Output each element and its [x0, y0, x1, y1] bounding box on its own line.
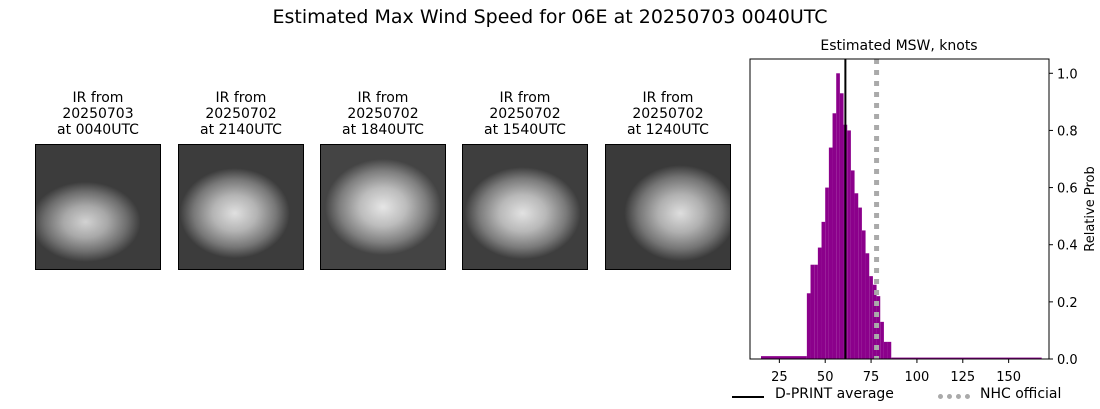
- ir-panel-title: IR from 20250702 at 1240UTC: [605, 90, 731, 144]
- histogram-bar: [891, 357, 1042, 359]
- histogram-bar: [865, 253, 870, 359]
- x-tick-label: 25: [771, 370, 788, 385]
- histogram-bar: [872, 284, 877, 359]
- panel-title-line: at 2140UTC: [200, 122, 282, 138]
- ir-satellite-image: [178, 144, 304, 270]
- histogram-bar: [883, 341, 888, 359]
- histogram-bar: [806, 293, 811, 359]
- panel-title-line: at 1540UTC: [484, 122, 566, 138]
- ir-panel-2: IR from 20250702 at 2140UTC: [178, 90, 304, 270]
- y-tick-label: 1.0: [1057, 67, 1078, 82]
- ir-satellite-image: [462, 144, 588, 270]
- ir-satellite-image: [320, 144, 446, 270]
- x-tick-label: 125: [950, 370, 975, 385]
- histogram-bar: [836, 73, 840, 360]
- histogram-bar: [828, 147, 833, 359]
- ir-panel-title: IR from 20250703 at 0040UTC: [35, 90, 161, 144]
- histogram-bar: [854, 193, 859, 359]
- x-tick-label: 100: [905, 370, 930, 385]
- y-tick-label: 0.6: [1057, 182, 1078, 197]
- panel-title-line: at 1240UTC: [627, 122, 709, 138]
- panel-title-line: 20250702: [205, 106, 277, 122]
- panel-title-line: 20250702: [489, 106, 561, 122]
- ir-panel-1: IR from 20250703 at 0040UTC: [35, 90, 161, 270]
- ir-satellite-image: [35, 144, 161, 270]
- solid-line-swatch: [732, 396, 764, 398]
- histogram-bar: [847, 130, 851, 359]
- x-tick-label: 75: [863, 370, 880, 385]
- histogram-bar: [850, 170, 855, 359]
- panel-title-line: IR from: [215, 90, 267, 106]
- legend-label: D-PRINT average: [775, 386, 894, 402]
- histogram-bar: [761, 356, 807, 359]
- legend-label: NHC official: [980, 386, 1062, 402]
- y-tick-label: 0.4: [1057, 239, 1078, 254]
- panel-title-line: IR from: [642, 90, 694, 106]
- histogram-bar: [869, 276, 873, 359]
- y-tick-label: 0.2: [1057, 296, 1078, 311]
- ir-panel-3: IR from 20250702 at 1840UTC: [320, 90, 446, 270]
- plot-frame: [749, 58, 1050, 360]
- ir-panel-title: IR from 20250702 at 2140UTC: [178, 90, 304, 144]
- figure-title: Estimated Max Wind Speed for 06E at 2025…: [272, 6, 828, 28]
- ir-panel-4: IR from 20250702 at 1540UTC: [462, 90, 588, 270]
- chart-title: Estimated MSW, knots: [820, 38, 977, 54]
- panel-title-line: 20250703: [62, 106, 134, 122]
- histogram-bar: [832, 113, 837, 360]
- y-tick-label: 0.0: [1057, 353, 1078, 368]
- histogram-bar: [839, 93, 844, 360]
- panel-title-line: 20250702: [347, 106, 419, 122]
- ir-panel-title: IR from 20250702 at 1840UTC: [320, 90, 446, 144]
- panel-title-line: IR from: [72, 90, 124, 106]
- x-tick-label: 150: [996, 370, 1021, 385]
- histogram-bar: [880, 321, 884, 359]
- histogram-bar: [861, 230, 866, 359]
- histogram-bar: [817, 247, 822, 359]
- y-tick-label: 0.8: [1057, 124, 1078, 139]
- dotted-line-swatch: [938, 394, 970, 399]
- panel-title-line: IR from: [499, 90, 551, 106]
- histogram-bar: [887, 341, 892, 359]
- histogram-bar: [858, 207, 862, 359]
- x-tick-label: 50: [817, 370, 834, 385]
- ir-panel-title: IR from 20250702 at 1540UTC: [462, 90, 588, 144]
- histogram-bar: [810, 264, 815, 359]
- y-axis-label: Relative Prob: [1083, 166, 1098, 251]
- ir-panel-5: IR from 20250702 at 1240UTC: [605, 90, 731, 270]
- panel-title-line: at 1840UTC: [342, 122, 424, 138]
- histogram-bar: [821, 221, 826, 359]
- ir-satellite-image: [605, 144, 731, 270]
- panel-title-line: at 0040UTC: [57, 122, 139, 138]
- histogram-bar: [825, 187, 829, 359]
- panel-title-line: IR from: [357, 90, 409, 106]
- histogram-bar: [814, 264, 818, 359]
- panel-title-line: 20250702: [632, 106, 704, 122]
